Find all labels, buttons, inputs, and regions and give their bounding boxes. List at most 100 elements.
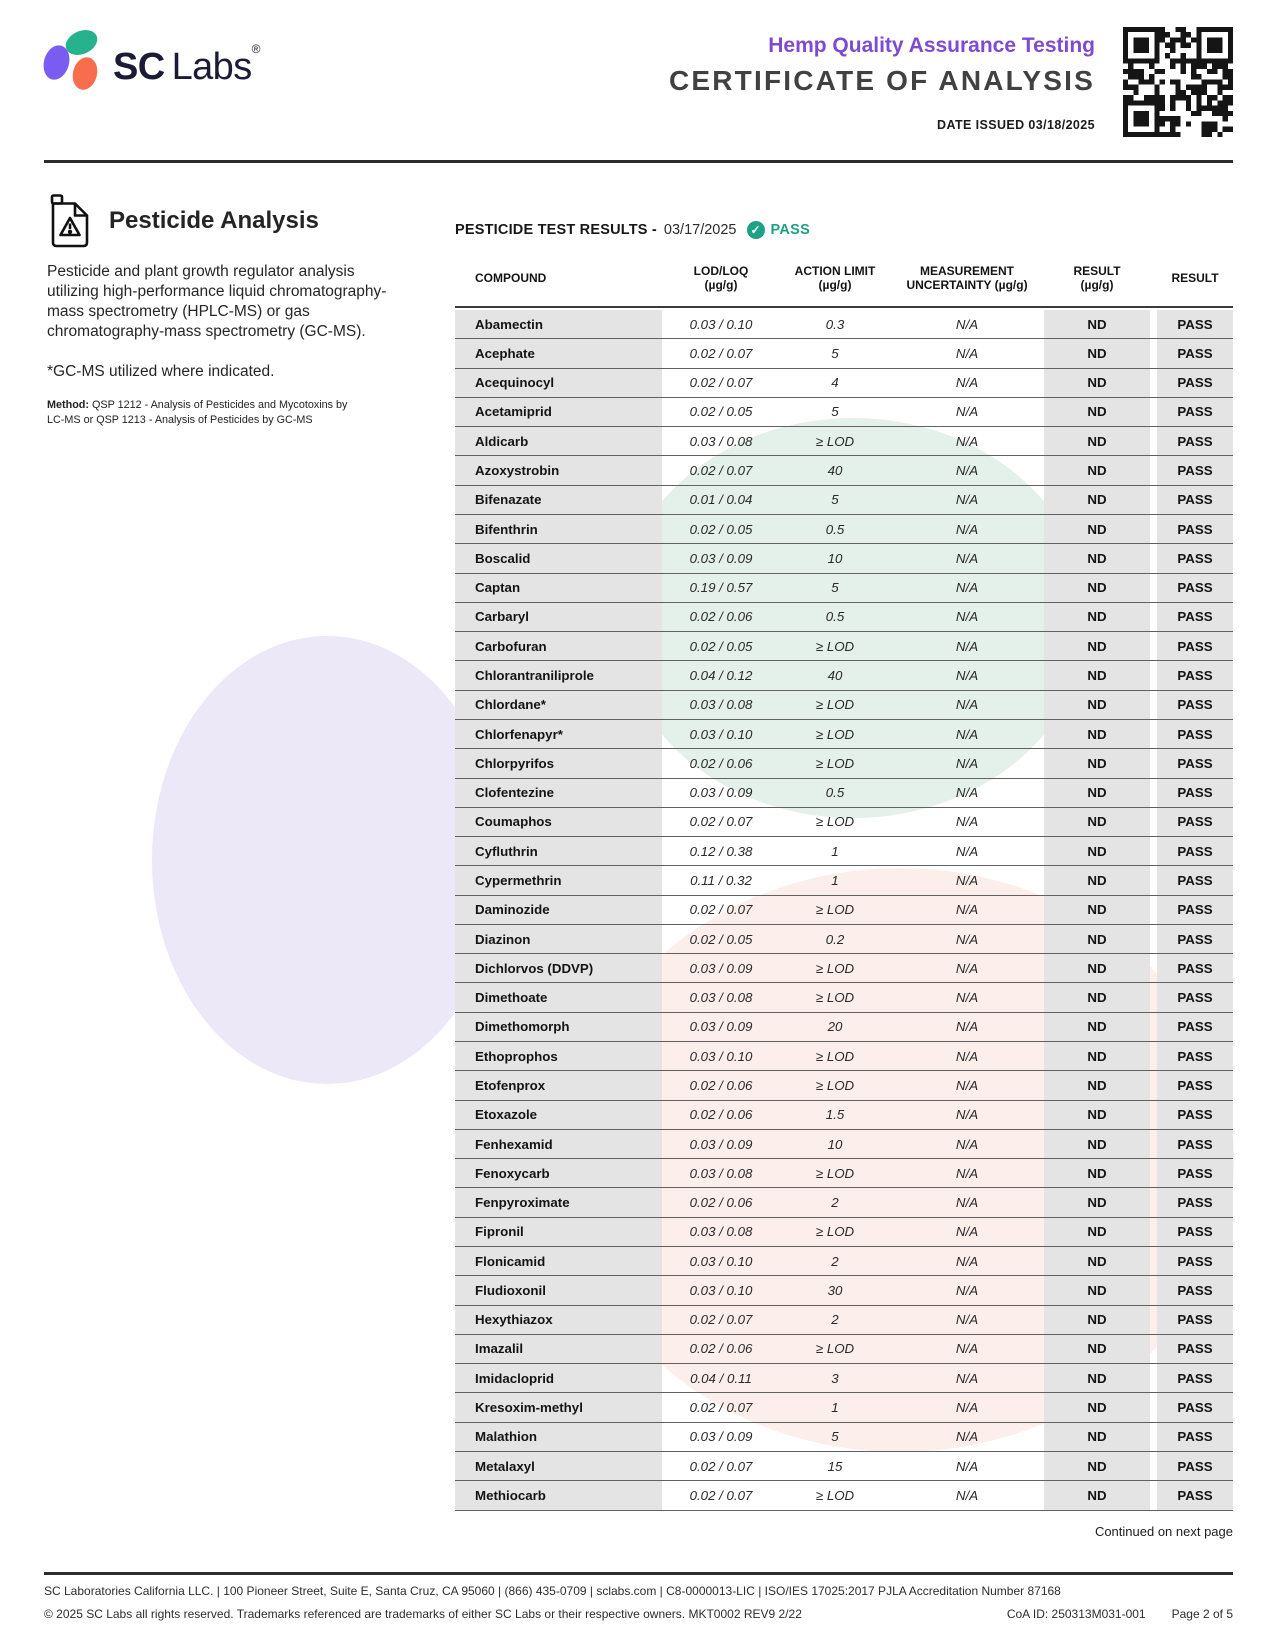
compound-cell: Chlorfenapyr*	[455, 719, 662, 749]
lod-loq-cell: 0.02 / 0.07	[689, 1400, 753, 1416]
compound-cell: Clofentezine	[455, 778, 662, 807]
result-value-cell: ND	[1044, 1042, 1150, 1071]
cell-divider	[1150, 925, 1157, 953]
column-header-result-status: RESULT	[1171, 270, 1219, 285]
result-value-cell: ND	[1044, 1451, 1150, 1481]
lod-loq-cell: 0.02 / 0.07	[689, 1458, 753, 1474]
table-row: Etoxazole 0.02 / 0.06 1.5 N/A ND PASS	[455, 1100, 1233, 1130]
table-row: Captan 0.19 / 0.57 5 N/A ND PASS	[455, 573, 1233, 603]
cell-divider	[1150, 1306, 1157, 1334]
table-row: Abamectin 0.03 / 0.10 0.3 N/A ND PASS	[455, 310, 1233, 340]
cell-divider	[1150, 983, 1157, 1011]
result-status-cell: PASS	[1157, 983, 1233, 1012]
lod-loq-cell: 0.02 / 0.05	[689, 931, 753, 947]
cell-divider	[1150, 1218, 1157, 1246]
uncertainty-cell: N/A	[955, 1458, 979, 1474]
table-row: Daminozide 0.02 / 0.07 ≥ LOD N/A ND PASS	[455, 895, 1233, 925]
document-header: Hemp Quality Assurance Testing CERTIFICA…	[669, 34, 1095, 132]
results-date: 03/17/2025	[663, 222, 737, 238]
result-status-cell: PASS	[1157, 1217, 1233, 1246]
logo-oval-orange	[69, 54, 101, 93]
result-status-cell: PASS	[1157, 1364, 1233, 1393]
column-header-compound: COMPOUND	[475, 270, 547, 285]
table-row: Diazinon 0.02 / 0.05 0.2 N/A ND PASS	[455, 924, 1233, 955]
result-value-cell: ND	[1044, 1276, 1150, 1305]
result-status-cell: PASS	[1157, 573, 1233, 602]
action-limit-cell: 1.5	[825, 1107, 845, 1123]
cell-divider	[1150, 456, 1157, 484]
table-row: Dichlorvos (DDVP) 0.03 / 0.09 ≥ LOD N/A ND PA…	[455, 954, 1233, 984]
uncertainty-cell: N/A	[955, 1224, 979, 1240]
cell-divider	[1150, 837, 1157, 865]
action-limit-cell: ≥ LOD	[815, 1487, 855, 1503]
compound-cell: Acephate	[455, 339, 662, 368]
uncertainty-cell: N/A	[955, 316, 979, 332]
section-title: Pesticide Analysis	[109, 207, 319, 234]
lod-loq-cell: 0.02 / 0.06	[689, 1195, 753, 1211]
lod-loq-cell: 0.03 / 0.09	[689, 550, 753, 566]
uncertainty-cell: N/A	[955, 1048, 979, 1064]
result-value-cell: ND	[1044, 837, 1150, 866]
table-row: Chlordane* 0.03 / 0.08 ≥ LOD N/A ND PASS	[455, 690, 1233, 720]
uncertainty-cell: N/A	[955, 375, 979, 391]
table-row: Chlorfenapyr* 0.03 / 0.10 ≥ LOD N/A ND PASS	[455, 719, 1233, 750]
lod-loq-cell: 0.02 / 0.06	[689, 609, 753, 625]
qr-code	[1123, 27, 1233, 137]
compound-cell: Abamectin	[455, 310, 662, 339]
uncertainty-cell: N/A	[955, 814, 979, 830]
uncertainty-cell: N/A	[955, 960, 979, 976]
table-row: Chlorantraniliprole 0.04 / 0.12 40 N/A ND PAS…	[455, 661, 1233, 691]
lod-loq-cell: 0.02 / 0.07	[689, 1487, 753, 1503]
pass-check-icon: ✓	[746, 221, 765, 239]
cell-divider	[1150, 1423, 1157, 1451]
action-limit-cell: 0.5	[825, 521, 845, 537]
uncertainty-cell: N/A	[955, 550, 979, 566]
method-text: QSP 1212 - Analysis of Pesticides and My…	[47, 399, 348, 426]
compound-cell: Acequinocyl	[455, 368, 662, 397]
result-status-cell: PASS	[1157, 514, 1233, 544]
result-value-cell: ND	[1044, 1129, 1150, 1159]
action-limit-cell: ≥ LOD	[815, 902, 855, 918]
table-row: Metalaxyl 0.02 / 0.07 15 N/A ND PASS	[455, 1451, 1233, 1482]
action-limit-cell: ≥ LOD	[815, 1341, 855, 1357]
logo-wordmark: SC Labs®	[113, 42, 260, 88]
lod-loq-cell: 0.03 / 0.10	[689, 1048, 753, 1064]
compound-cell: Dichlorvos (DDVP)	[455, 954, 662, 983]
result-value-cell: ND	[1044, 1217, 1150, 1246]
uncertainty-cell: N/A	[955, 404, 979, 420]
result-value-cell: ND	[1044, 1071, 1150, 1100]
header-divider	[44, 160, 1233, 163]
compound-cell: Diazinon	[455, 924, 662, 954]
footer-lab-info: SC Laboratories California LLC. | 100 Pi…	[44, 1584, 1061, 1598]
action-limit-cell: ≥ LOD	[815, 1165, 855, 1181]
sc-labs-logo-icon	[39, 25, 104, 94]
result-status-cell: PASS	[1157, 602, 1233, 632]
lod-loq-cell: 0.02 / 0.07	[689, 902, 753, 918]
table-row: Azoxystrobin 0.02 / 0.07 40 N/A ND PASS	[455, 456, 1233, 486]
result-value-cell: ND	[1044, 1159, 1150, 1188]
uncertainty-cell: N/A	[955, 1195, 979, 1211]
result-value-cell: ND	[1044, 544, 1150, 573]
footer-legal-row: © 2025 SC Labs all rights reserved. Trad…	[44, 1607, 1233, 1621]
lod-loq-cell: 0.01 / 0.04	[689, 492, 753, 508]
action-limit-cell: 1	[831, 1400, 839, 1416]
uncertainty-cell: N/A	[955, 638, 979, 654]
table-header-row: COMPOUND LOD/LOQ (µg/g) ACTION LIMIT (µg/g…	[455, 250, 1233, 308]
result-status-cell: PASS	[1157, 544, 1233, 573]
uncertainty-cell: N/A	[955, 1253, 979, 1269]
result-status-cell: PASS	[1157, 807, 1233, 837]
lod-loq-cell: 0.04 / 0.12	[689, 668, 753, 684]
table-row: Malathion 0.03 / 0.09 5 N/A ND PASS	[455, 1422, 1233, 1452]
compound-cell: Metalaxyl	[455, 1451, 662, 1481]
result-value-cell: ND	[1044, 602, 1150, 632]
column-header-uncertainty: MEASUREMENT UNCERTAINTY (µg/g)	[906, 263, 1028, 293]
uncertainty-cell: N/A	[955, 697, 979, 713]
cell-divider	[1150, 954, 1157, 982]
cell-divider	[1150, 1159, 1157, 1187]
action-limit-cell: 1	[831, 872, 839, 888]
cell-divider	[1150, 632, 1157, 660]
result-value-cell: ND	[1044, 1334, 1150, 1364]
table-row: Fenpyroximate 0.02 / 0.06 2 N/A ND PASS	[455, 1188, 1233, 1218]
cell-divider	[1150, 1364, 1157, 1392]
action-limit-cell: 1	[831, 843, 839, 859]
